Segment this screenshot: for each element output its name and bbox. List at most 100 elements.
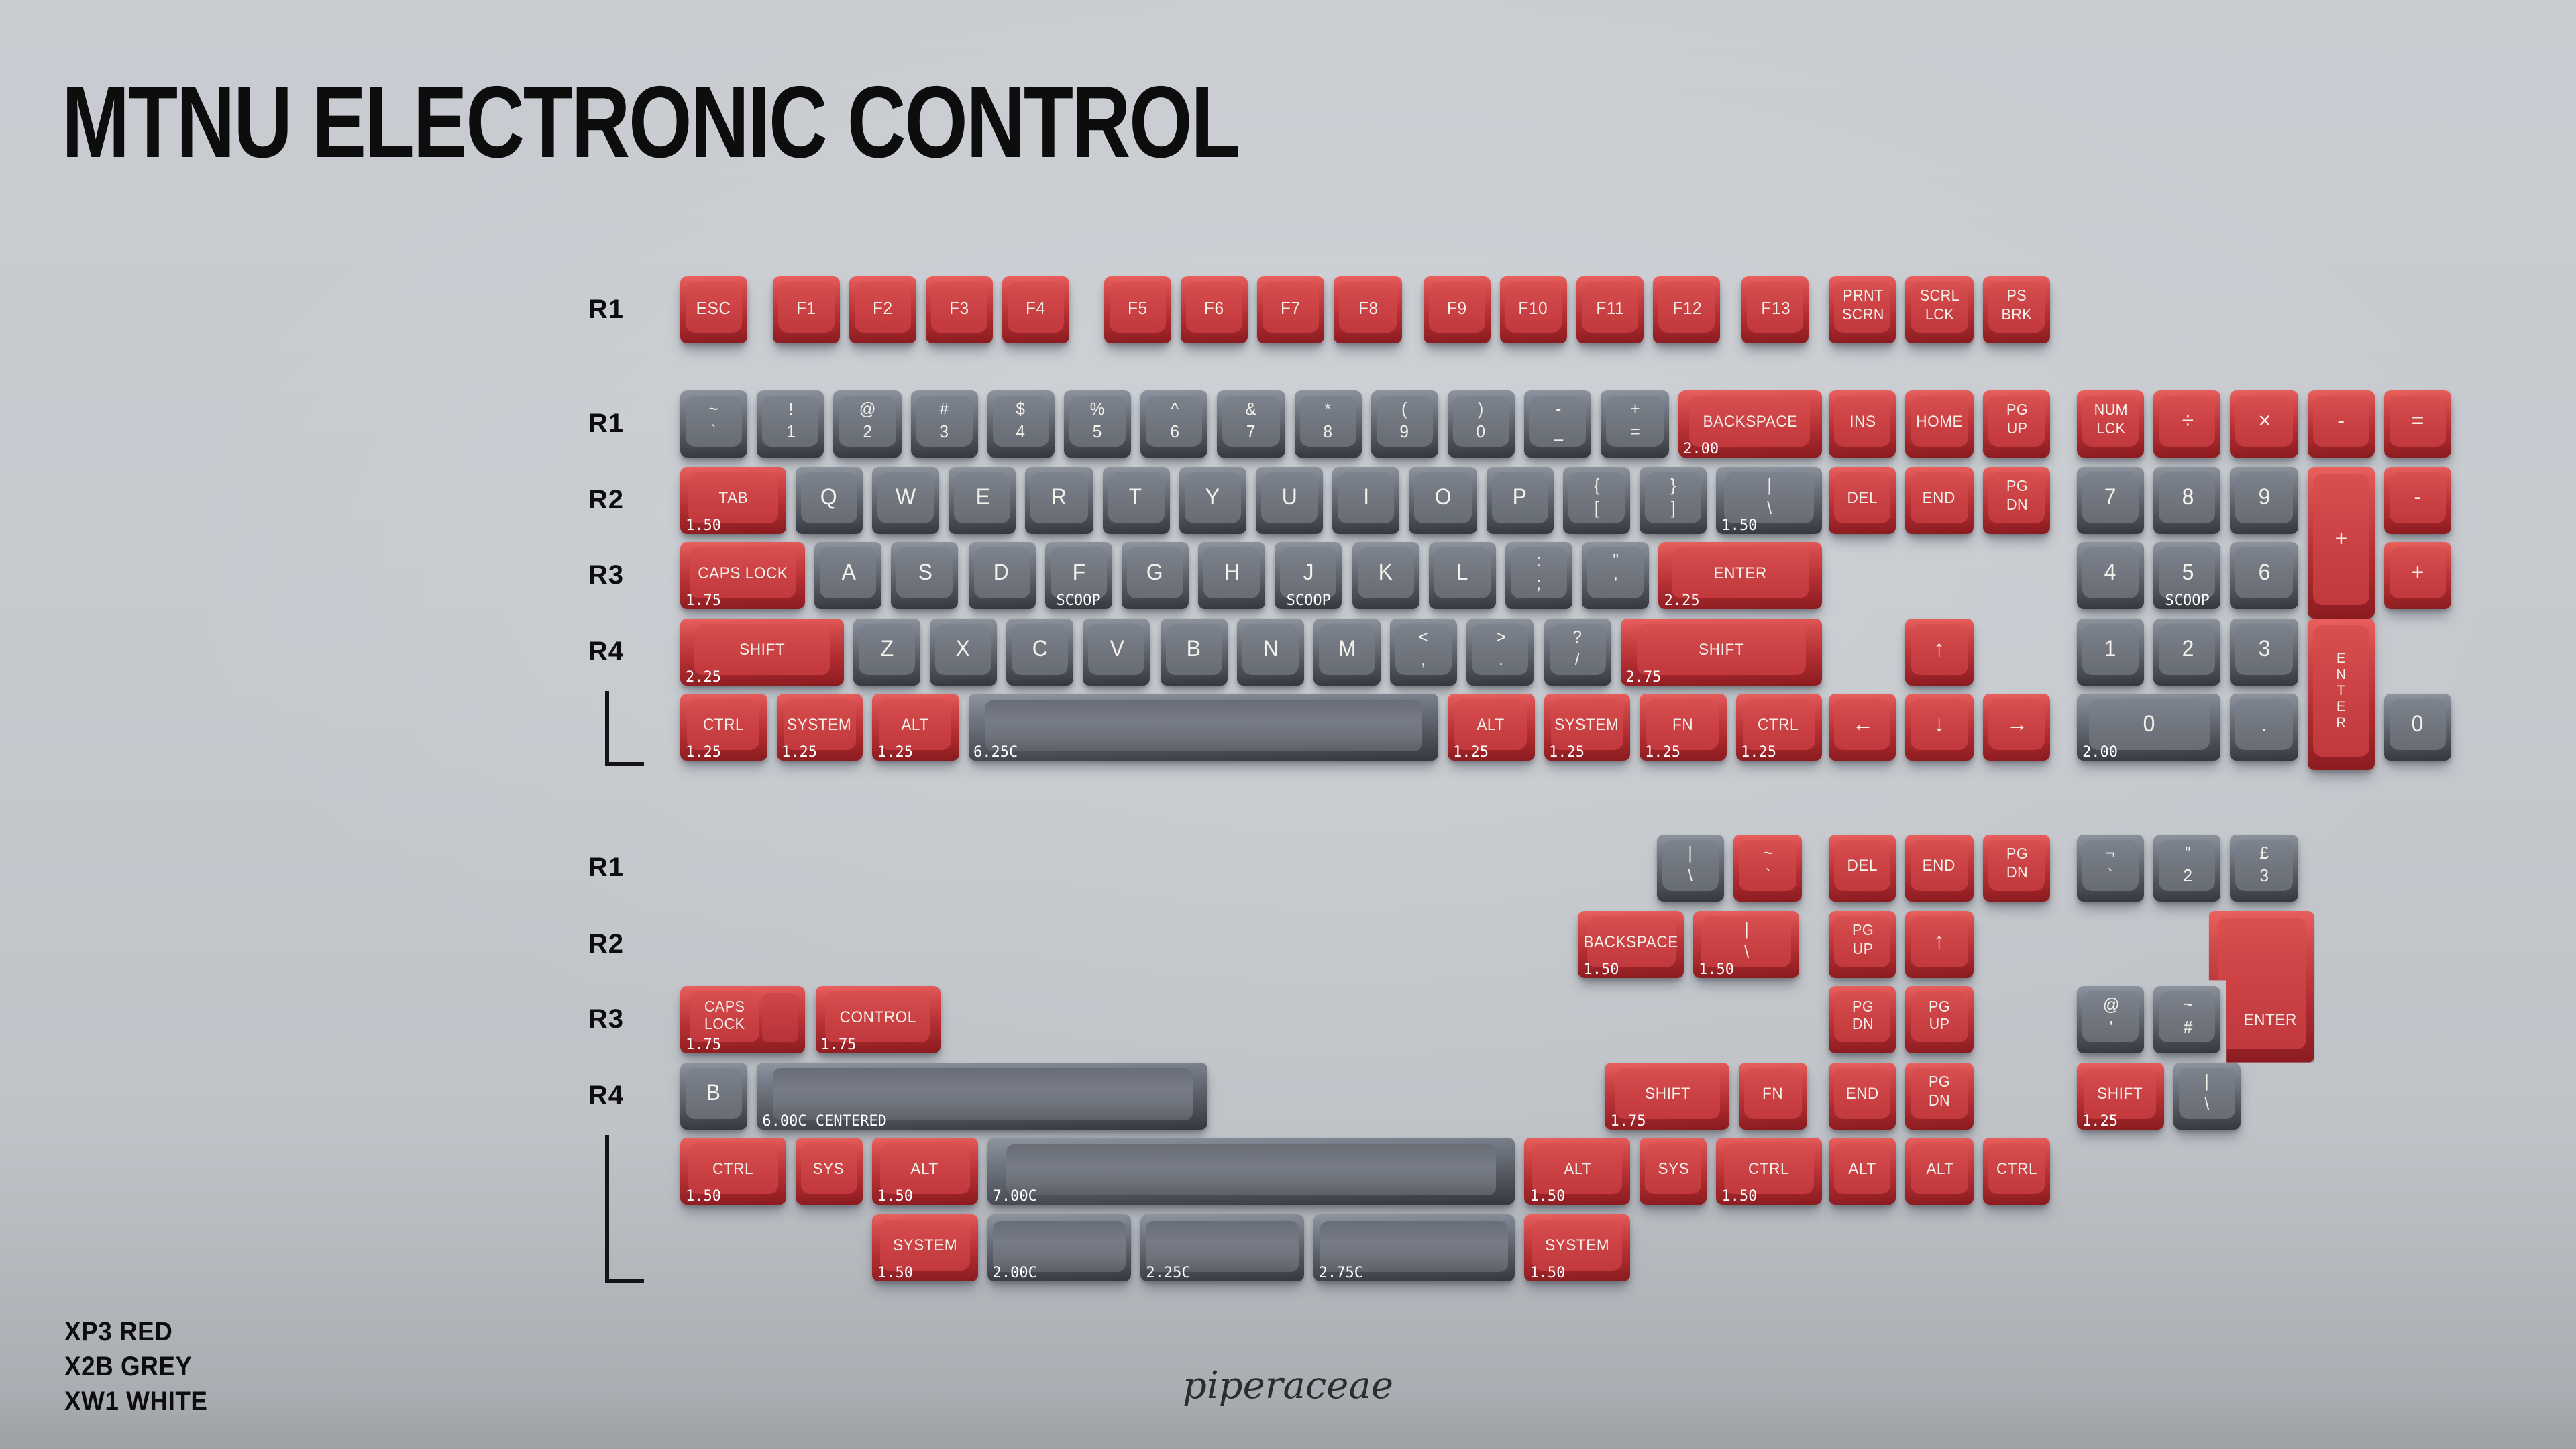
key-multiply: ×	[2230, 390, 2298, 458]
size-label: 1.25	[1645, 743, 1680, 761]
key-n: N	[1236, 618, 1304, 686]
key-symbol: @ '	[2077, 986, 2145, 1054]
key-1: 1	[2077, 618, 2145, 686]
key-d: D	[968, 542, 1036, 610]
key-sys: SYS	[1640, 1138, 1707, 1205]
size-label: 2.00	[1683, 440, 1719, 458]
key-legend: T	[1129, 484, 1143, 510]
key-symbol: > .	[1466, 618, 1534, 686]
key-legend: F10	[1519, 297, 1548, 317]
colorway-line: XW1 WHITE	[64, 1387, 208, 1417]
size-label: 1.50	[686, 1187, 721, 1205]
key-minus: -	[2383, 466, 2452, 534]
key-spacebar: 2.25C	[1140, 1214, 1304, 1281]
size-label: 2.75C	[1318, 1264, 1364, 1281]
key-legend: PS BRK	[2001, 288, 2033, 323]
key-symbol: + =	[1601, 390, 1669, 458]
key-b: B	[1160, 618, 1228, 686]
key-symbol: ~ `	[680, 390, 748, 458]
key-z: Z	[853, 618, 920, 686]
key-legend: B	[706, 1079, 721, 1106]
key-symbol: } ]	[1640, 466, 1707, 534]
key-symbol: { [	[1562, 466, 1630, 534]
size-label: 1.75	[1610, 1112, 1646, 1130]
key-legend: PRNT SCRN	[1841, 288, 1884, 323]
key-legend: < ,	[1419, 626, 1429, 669]
key-legend: > .	[1495, 626, 1505, 669]
key-alt: ALT 1.50	[1524, 1138, 1630, 1205]
brand-logo: piperaceae	[1183, 1363, 1393, 1407]
key-divide: ÷	[2153, 390, 2221, 458]
size-label: 1.50	[1529, 1264, 1566, 1281]
key-m: M	[1313, 618, 1381, 686]
size-label: 1.25	[877, 743, 913, 761]
key-ps-brk: PS BRK	[1983, 276, 2051, 343]
key-q: Q	[795, 466, 863, 534]
key-legend: PG DN	[2006, 847, 2028, 881]
key-legend: -	[2337, 408, 2345, 433]
key-legend: .	[2261, 711, 2267, 737]
key-9: 9	[2230, 466, 2298, 534]
key-legend: £ 3	[2259, 843, 2269, 885]
key-shift: SHIFT 2.75	[1620, 618, 1822, 686]
key-legend: CTRL	[702, 715, 745, 735]
key-legend: | \	[1766, 474, 1772, 518]
key-arrow-up: ↑	[1905, 618, 1974, 686]
key-legend: O	[1434, 484, 1452, 510]
key-system: SYSTEM 1.25	[776, 694, 863, 761]
key-legend: @ '	[2102, 994, 2119, 1038]
key-enter: ENTER 2.25	[1658, 542, 1822, 610]
key-spacebar: 6.00C CENTERED	[757, 1062, 1208, 1130]
key-legend: F12	[1672, 297, 1702, 317]
key-sys: SYS	[795, 1138, 863, 1205]
key-b: B	[680, 1062, 748, 1130]
key-legend: FN	[1762, 1083, 1784, 1103]
key-legend: SYSTEM	[787, 715, 852, 735]
key-legend: & 7	[1245, 398, 1257, 441]
key-legend: F5	[1127, 297, 1148, 317]
size-label: 1.25	[1741, 743, 1776, 761]
size-label: 1.50	[1529, 1187, 1566, 1205]
key-1: ! 1	[757, 390, 824, 458]
key-legend: F1	[796, 297, 816, 317]
key-pg-dn: PG DN	[1829, 986, 1896, 1054]
key-legend: M	[1338, 635, 1356, 661]
key-legend: G	[1146, 559, 1164, 586]
key-shift: SHIFT 2.25	[680, 618, 844, 686]
key-4: 4	[2077, 542, 2145, 610]
key-end: END	[1905, 466, 1974, 534]
size-label: 2.00C	[992, 1264, 1037, 1281]
key-j: J SCOOP	[1275, 542, 1342, 610]
key-7: & 7	[1217, 390, 1285, 458]
key-system: SYSTEM 1.25	[1544, 694, 1630, 761]
key-alt: ALT 1.25	[872, 694, 959, 761]
key-legend: TAB	[718, 488, 748, 507]
key-legend: } ]	[1670, 474, 1676, 518]
key-pg-dn: PG DN	[1983, 835, 2051, 902]
key-ctrl: CTRL 1.25	[1735, 694, 1822, 761]
key-o: O	[1409, 466, 1477, 534]
size-label: 6.00C CENTERED	[762, 1112, 887, 1130]
key-f8: F8	[1334, 276, 1402, 343]
key-legend: F9	[1446, 297, 1467, 317]
key-legend: Z	[879, 635, 894, 661]
key-legend: V	[1110, 635, 1124, 661]
key-legend: R	[1051, 484, 1067, 510]
key-0: ) 0	[1448, 390, 1515, 458]
key-pg-up: PG UP	[1829, 910, 1896, 978]
key-legend: : ;	[1536, 550, 1542, 594]
key-r: R	[1025, 466, 1093, 534]
key-legend: ←	[1851, 711, 1874, 737]
key-5: 5 SCOOP	[2153, 542, 2221, 610]
key-legend: E N T E R	[2336, 650, 2346, 732]
size-label: 1.75	[686, 1036, 721, 1054]
key-legend: 5	[2181, 559, 2194, 586]
key-legend: NUM LCK	[2094, 402, 2128, 437]
key-f1: F1	[772, 276, 840, 343]
key-f3: F3	[926, 276, 994, 343]
key-alt: ALT	[1829, 1138, 1896, 1205]
key-home: HOME	[1905, 390, 1974, 458]
key-legend: Y	[1205, 484, 1220, 510]
key-spacebar: 2.00C	[987, 1214, 1132, 1281]
key-legend: # 3	[939, 398, 949, 441]
